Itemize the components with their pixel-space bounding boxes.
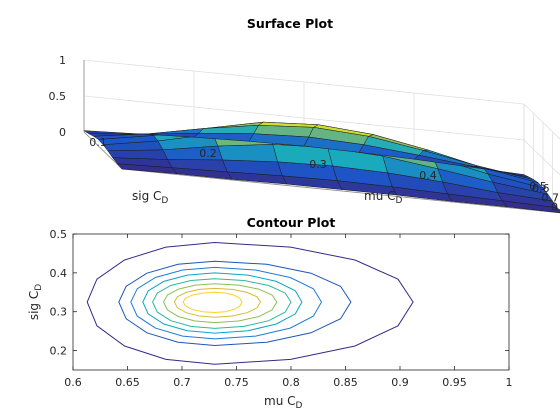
surface-y-tick-label: 0.3 bbox=[309, 158, 327, 171]
contour-x-axis-label: mu CD bbox=[264, 394, 303, 411]
contour-level-line bbox=[86, 241, 414, 365]
contour-y-tick-label: 0.2 bbox=[50, 345, 68, 358]
contour-level-line bbox=[173, 287, 262, 318]
surface-y-axis-label: sig CD bbox=[132, 189, 168, 206]
contour-level-line bbox=[118, 260, 352, 347]
surface-patch bbox=[83, 130, 144, 135]
surface-x-axis-label: mu CD bbox=[364, 189, 403, 206]
surface-patches bbox=[83, 121, 560, 214]
contour-y-axis-label: sig CD bbox=[27, 284, 44, 320]
contour-title: Contour Plot bbox=[247, 215, 336, 230]
surface-x-tick-label: 0.8 bbox=[551, 201, 560, 214]
contour-y-tick-label: 0.5 bbox=[50, 228, 68, 241]
surface-axis-x bbox=[121, 168, 560, 214]
surface-x-tick-label: 0.7 bbox=[542, 191, 560, 204]
surface-axis-y bbox=[83, 131, 123, 170]
contour-level-line bbox=[152, 278, 292, 329]
surface-z-tick-label: 0 bbox=[59, 126, 66, 139]
surface-title: Surface Plot bbox=[247, 16, 333, 31]
surface-patch bbox=[217, 144, 278, 163]
contour-level-line bbox=[162, 283, 278, 324]
contour-level-line bbox=[182, 291, 243, 314]
contour-axes: 0.6 0.65 0.7 0.75 0.8 0.85 0.9 0.95 1 0.2 0.3 0.4 0.… bbox=[27, 215, 513, 411]
surface-y-tick-label: 0.5 bbox=[529, 180, 547, 193]
contour-x-tick-label: 0.95 bbox=[442, 376, 467, 389]
contour-level-line bbox=[130, 266, 323, 340]
contour-x-tick-label: 0.65 bbox=[115, 376, 140, 389]
surface-z-tick-label: 0.5 bbox=[49, 90, 67, 103]
contour-x-tick-label: 0.75 bbox=[224, 376, 249, 389]
surface-y-tick-label: 0.2 bbox=[199, 147, 217, 160]
contour-lines bbox=[86, 241, 414, 365]
surface-y-tick-label: 0.4 bbox=[419, 169, 437, 182]
contour-x-tick-label: 0.7 bbox=[173, 376, 191, 389]
surface-axes: 00.510.10.20.30.40.50.60.70.80.91 Surfac… bbox=[49, 16, 560, 214]
contour-y-tick-label: 0.4 bbox=[50, 267, 68, 280]
contour-level-line bbox=[142, 272, 303, 334]
contour-x-tick-label: 0.8 bbox=[282, 376, 300, 389]
contour-x-tick-label: 0.9 bbox=[391, 376, 409, 389]
contour-x-tick-label: 0.6 bbox=[64, 376, 82, 389]
contour-x-tick-label: 1 bbox=[506, 376, 513, 389]
surface-x-tick-label: 0.6 bbox=[532, 182, 550, 195]
surface-grid-z-line bbox=[523, 139, 560, 176]
contour-x-tick-label: 0.85 bbox=[333, 376, 358, 389]
surface-y-tick-label: 0.1 bbox=[89, 136, 107, 149]
surface-grid-z-line bbox=[523, 103, 560, 140]
contour-y-tick-label: 0.3 bbox=[50, 306, 68, 319]
contour-ticks: 0.6 0.65 0.7 0.75 0.8 0.85 0.9 0.95 1 0.2 0.3 0.4 0.… bbox=[50, 228, 513, 389]
surface-tick-labels: 00.510.10.20.30.40.50.60.70.80.91 bbox=[49, 54, 560, 214]
surface-z-tick-label: 1 bbox=[59, 54, 66, 67]
